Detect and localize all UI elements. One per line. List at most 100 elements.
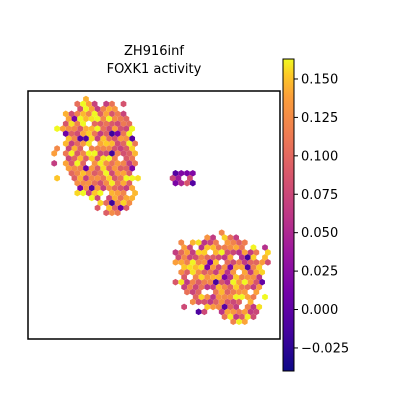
colorbar-tick-label-5: 0.100 (301, 149, 338, 164)
spot-70 (109, 130, 115, 137)
colorbar-ticks: −0.025 0.000 0.025 0.050 0.075 0.100 0.125 0.15… (294, 72, 349, 356)
spot-166 (103, 169, 110, 177)
spot-361 (184, 278, 190, 286)
spot-413 (201, 298, 208, 306)
spot-176 (71, 174, 78, 182)
spot-418 (230, 298, 237, 306)
spot-325 (221, 264, 228, 271)
spot-217 (86, 189, 92, 197)
spot-268 (227, 244, 234, 251)
spot-232 (103, 199, 110, 207)
spot-273 (172, 249, 179, 256)
spot-155 (106, 165, 112, 172)
spot-288 (175, 254, 182, 261)
colorbar-tick-label-0: −0.025 (301, 341, 349, 356)
spot-343 (247, 268, 254, 276)
spot-429 (250, 303, 257, 311)
spot-21 (97, 110, 104, 118)
spot-364 (201, 278, 208, 286)
spot-380 (210, 283, 216, 291)
spot-228 (117, 194, 124, 202)
spot-352 (221, 273, 228, 281)
spot-317 (265, 259, 271, 266)
spot-142 (103, 160, 110, 167)
spot-190 (187, 174, 193, 182)
spot-43 (103, 120, 110, 128)
spot-170 (126, 169, 133, 177)
spot-84 (123, 135, 130, 142)
spot-302 (172, 259, 179, 266)
spot-348 (198, 273, 205, 281)
spot-283 (236, 249, 242, 256)
spot-431 (195, 308, 202, 316)
spot-381 (215, 283, 222, 291)
spot-191 (74, 179, 81, 187)
spot-138 (74, 160, 81, 167)
spot-65 (80, 130, 86, 137)
spot-442 (233, 313, 239, 321)
spot-242 (103, 209, 110, 217)
spot-363 (195, 278, 202, 286)
spot-78 (88, 135, 95, 142)
spot-108 (123, 145, 130, 152)
spot-125 (71, 155, 78, 162)
spot-119 (109, 150, 115, 157)
spot-45 (114, 120, 121, 128)
plot-frame (27, 90, 281, 340)
spot-172 (178, 169, 185, 177)
spot-316 (259, 259, 265, 266)
spot-425 (221, 303, 228, 311)
spot-362 (189, 278, 196, 286)
spot-151 (83, 165, 89, 172)
spot-73 (126, 130, 133, 137)
spot-446 (230, 318, 237, 326)
chart-title-line-2: FOXK1 activity (107, 62, 202, 77)
spot-182 (106, 174, 112, 182)
spot-132 (111, 155, 118, 162)
spot-111 (62, 150, 69, 157)
spot-441 (227, 313, 234, 321)
spot-396 (236, 288, 242, 296)
spot-346 (181, 273, 188, 281)
spot-437 (241, 308, 248, 316)
spot-447 (236, 318, 242, 326)
spot-99 (65, 145, 72, 152)
spot-37 (62, 120, 69, 128)
spot-349 (204, 273, 211, 281)
spot-211 (111, 184, 118, 192)
spot-173 (184, 169, 190, 177)
spot-398 (253, 288, 260, 296)
spot-57 (106, 125, 112, 132)
spot-225 (94, 194, 101, 202)
spot-388 (256, 283, 263, 291)
spot-96 (126, 140, 133, 147)
spot-296 (221, 254, 228, 261)
spot-34 (111, 115, 118, 123)
spot-263 (198, 244, 205, 251)
spot-196 (103, 179, 110, 187)
spot-28 (77, 115, 84, 123)
spot-289 (181, 254, 188, 261)
spot-213 (123, 184, 130, 192)
spot-53 (83, 125, 89, 132)
spot-30 (88, 115, 95, 123)
spot-252 (189, 239, 196, 246)
spot-50 (65, 125, 72, 132)
spot-85 (129, 135, 136, 142)
spot-128 (88, 155, 95, 162)
spot-223 (132, 189, 138, 197)
spot-91 (97, 140, 104, 147)
spot-74 (65, 135, 72, 142)
spot-107 (117, 145, 124, 152)
spot-270 (239, 244, 245, 251)
spot-312 (236, 259, 242, 266)
spot-197 (109, 179, 115, 187)
spot-186 (129, 174, 136, 182)
spot-303 (178, 259, 185, 266)
spot-297 (227, 254, 234, 261)
spot-278 (201, 249, 208, 256)
spot-220 (109, 189, 115, 197)
spot-113 (74, 150, 81, 157)
spot-382 (221, 283, 228, 291)
spot-147 (132, 160, 138, 167)
